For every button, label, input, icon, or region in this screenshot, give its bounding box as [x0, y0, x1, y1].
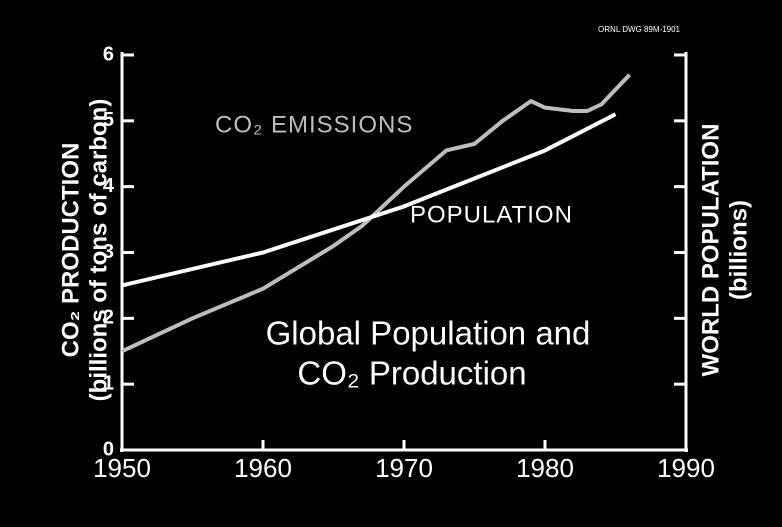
chart-title: Global Population and: [266, 315, 591, 352]
series-label: POPULATION: [410, 201, 573, 228]
x-tick-label: 1990: [657, 453, 715, 483]
y-tick-label: 4: [103, 175, 115, 197]
y2-axis-label: (billions): [725, 200, 752, 300]
series-line: [121, 73, 632, 354]
x-tick-label: 1960: [234, 453, 292, 483]
chart-title: CO₂ Production: [297, 355, 526, 392]
y-tick-label: 6: [103, 43, 114, 65]
y-tick-label: 5: [103, 109, 114, 131]
y-tick-label: 2: [103, 307, 114, 329]
series-line: [121, 112, 617, 288]
y-axis-label: (billions of tons of carbon): [85, 99, 112, 402]
figure-note: ORNL DWG 89M-1901: [598, 25, 681, 34]
x-tick-label: 1980: [516, 453, 574, 483]
y-axis-label: CO₂ PRODUCTION: [57, 143, 84, 358]
y-tick-label: 1: [103, 372, 114, 394]
x-tick-label: 1970: [375, 453, 433, 483]
y-tick-label: 0: [103, 438, 114, 460]
x-tick-label: 1950: [93, 453, 151, 483]
y-tick-label: 3: [103, 241, 114, 263]
series-label: CO₂ EMISSIONS: [215, 111, 413, 138]
y2-axis-label: WORLD POPULATION: [697, 124, 724, 377]
